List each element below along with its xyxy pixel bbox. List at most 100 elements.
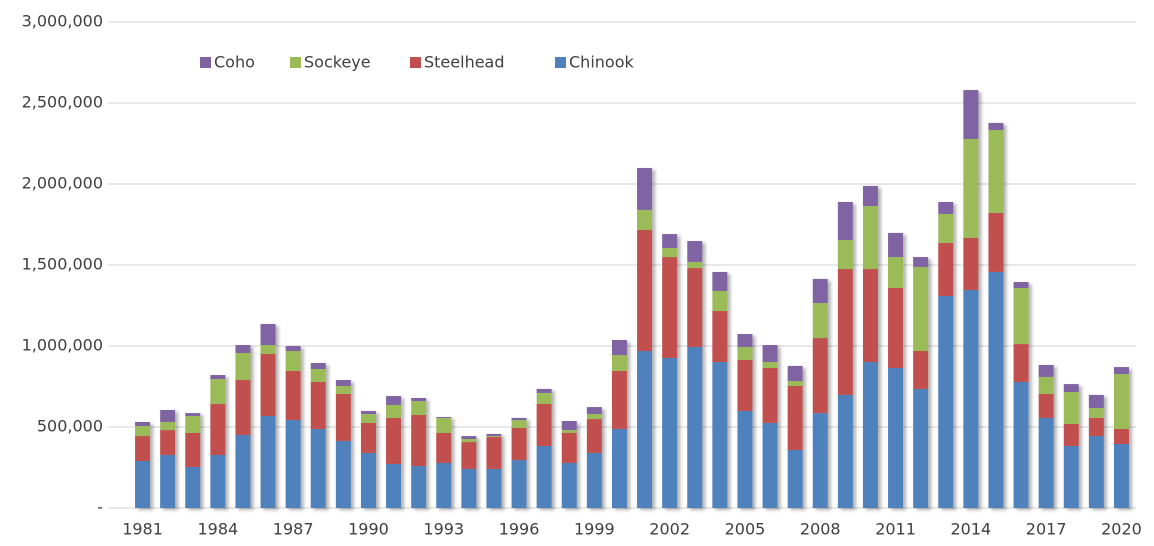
y-tick-label: 2,500,000 <box>22 93 103 112</box>
bar-segment <box>260 345 276 354</box>
bar-segment <box>988 122 1004 131</box>
bar-segment <box>812 338 828 414</box>
bar-segment <box>662 257 678 358</box>
y-tick-label: 2,000,000 <box>22 174 103 193</box>
bar-segment <box>1063 392 1079 424</box>
bar-segment <box>762 368 778 423</box>
bar-segment <box>637 209 653 231</box>
bar-segment <box>787 386 803 451</box>
bar-segment <box>511 427 527 461</box>
bar-segment <box>360 414 376 423</box>
bar-segment <box>611 340 627 356</box>
bar-segment <box>586 414 602 420</box>
bar-segment <box>536 445 552 508</box>
bar-segment <box>938 295 954 508</box>
bar-segment <box>310 369 326 382</box>
bar-segment <box>1038 417 1054 508</box>
bar-segment <box>1113 374 1129 429</box>
bar-segment <box>1013 282 1029 289</box>
bar-segment <box>1088 436 1104 508</box>
bar-segment <box>1013 381 1029 508</box>
bar-segment <box>360 452 376 508</box>
bar-segment <box>1088 408 1104 418</box>
bar-segment <box>662 357 678 508</box>
bar-segment <box>812 278 828 304</box>
bars <box>135 90 1129 508</box>
bar-segment <box>938 213 954 243</box>
bar-segment <box>185 467 201 508</box>
bar-segment <box>712 290 728 312</box>
bar-segment <box>561 432 577 463</box>
bar-segment <box>712 311 728 363</box>
bar-segment <box>185 413 201 416</box>
bar-segment <box>611 370 627 429</box>
bar-segment <box>862 206 878 270</box>
bar-segment <box>386 396 402 405</box>
y-tick-label: 1,000,000 <box>22 336 103 355</box>
bar-segment <box>386 417 402 464</box>
bar-segment <box>1088 417 1104 437</box>
bar-segment <box>1063 445 1079 508</box>
bar-segment <box>1113 367 1129 375</box>
bar-segment <box>787 380 803 387</box>
bar-segment <box>235 434 251 508</box>
bar-segment <box>411 401 427 416</box>
bar-segment <box>1038 393 1054 418</box>
legend-swatch <box>555 57 566 68</box>
bar-segment <box>235 380 251 435</box>
bar-segment <box>762 345 778 363</box>
bar-segment <box>586 407 602 415</box>
x-tick-label: 2020 <box>1101 520 1142 539</box>
bar-segment <box>135 421 151 427</box>
bar-segment <box>135 426 151 437</box>
x-tick-label: 1993 <box>423 520 464 539</box>
bar-segment <box>185 415 201 433</box>
x-tick-label: 2005 <box>725 520 766 539</box>
bar-segment <box>436 416 452 418</box>
bar-segment <box>486 437 502 469</box>
labels: - 500,000 1,000,000 1,500,000 2,000,000 2,500… <box>22 12 1142 539</box>
bar-segment <box>862 362 878 508</box>
bar-segment <box>812 413 828 508</box>
bar-segment <box>837 240 853 270</box>
bar-segment <box>762 362 778 369</box>
bar-segment <box>913 388 929 508</box>
x-tick-label: 1999 <box>574 520 615 539</box>
bar-segment <box>411 398 427 402</box>
bar-segment <box>260 415 276 508</box>
legend-label: Sockeye <box>304 53 371 72</box>
bar-segment <box>160 409 176 422</box>
bar-segment <box>737 346 753 360</box>
y-tick-label: 3,000,000 <box>22 12 103 31</box>
bar-segment <box>310 428 326 508</box>
bar-segment <box>1088 394 1104 409</box>
bar-segment <box>260 353 276 416</box>
bar-segment <box>335 380 351 387</box>
bar-segment <box>913 351 929 389</box>
bar-segment <box>1063 384 1079 393</box>
x-tick-label: 2011 <box>875 520 916 539</box>
bar-segment <box>611 355 627 371</box>
bar-segment <box>210 455 226 508</box>
bar-segment <box>637 167 653 210</box>
bar-segment <box>486 468 502 508</box>
bar-segment <box>411 415 427 467</box>
bar-segment <box>210 379 226 404</box>
x-tick-label: 1987 <box>273 520 314 539</box>
bar-segment <box>737 410 753 508</box>
bar-segment <box>411 466 427 508</box>
bar-segment <box>988 130 1004 213</box>
bar-segment <box>160 421 176 431</box>
bar-segment <box>235 352 251 381</box>
bar-segment <box>561 462 577 508</box>
x-tick-label: 2017 <box>1026 520 1067 539</box>
bar-segment <box>963 90 979 139</box>
bar-segment <box>687 268 703 347</box>
bar-segment <box>135 436 151 462</box>
bar-segment <box>511 420 527 428</box>
legend-swatch <box>410 57 421 68</box>
bar-segment <box>712 271 728 291</box>
x-tick-label: 1984 <box>197 520 238 539</box>
legend-swatch <box>200 57 211 68</box>
